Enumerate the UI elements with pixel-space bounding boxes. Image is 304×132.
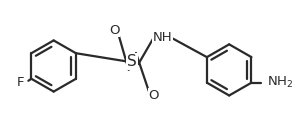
Text: F: F (16, 76, 24, 89)
Text: NH: NH (153, 31, 172, 44)
Text: O: O (109, 24, 119, 37)
Text: O: O (148, 89, 159, 102)
Text: NH$_2$: NH$_2$ (267, 75, 293, 90)
Text: S: S (127, 54, 137, 69)
